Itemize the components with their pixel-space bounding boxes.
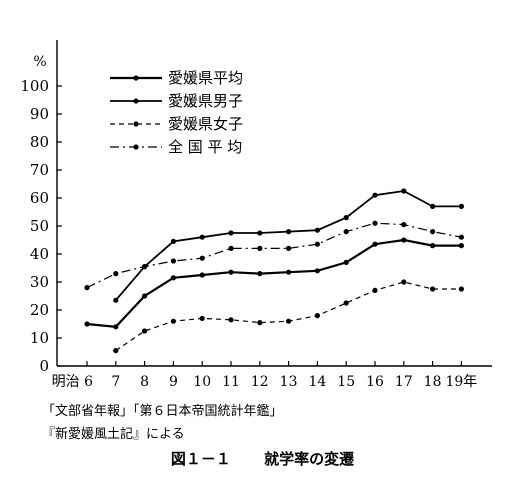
data-point bbox=[343, 229, 349, 235]
data-point bbox=[372, 287, 378, 293]
data-point bbox=[401, 279, 407, 285]
data-point bbox=[286, 229, 292, 235]
line-chart: % 0 10 20 30 40 50 60 70 80 90 100 明治 6 7 8 9 10 11 12 13 14… bbox=[20, 40, 492, 390]
legend-marker bbox=[133, 75, 139, 81]
data-point bbox=[228, 245, 234, 251]
data-point bbox=[458, 243, 464, 249]
x-tick-label: 14 bbox=[308, 374, 326, 390]
y-tick-label: 90 bbox=[30, 105, 49, 123]
data-point bbox=[314, 313, 320, 319]
y-tick-label: 20 bbox=[30, 301, 49, 319]
data-point bbox=[314, 227, 320, 233]
figure-caption: 図１－１ 就学率の変遷 bbox=[0, 448, 525, 469]
legend-label: 全 国 平 均 bbox=[168, 138, 242, 156]
data-point bbox=[84, 285, 90, 291]
data-point bbox=[113, 297, 119, 303]
x-tick-label: 19年 bbox=[445, 374, 477, 390]
legend-marker bbox=[133, 144, 139, 150]
x-tick-label: 10 bbox=[193, 374, 211, 390]
data-point bbox=[430, 203, 436, 209]
data-point bbox=[228, 317, 234, 323]
data-point bbox=[228, 230, 234, 236]
legend-label: 愛媛県平均 bbox=[168, 69, 243, 87]
data-point bbox=[372, 241, 378, 247]
data-point bbox=[372, 192, 378, 198]
data-point bbox=[286, 318, 292, 324]
data-point bbox=[430, 286, 436, 292]
data-point bbox=[170, 275, 176, 281]
y-tick-label: 10 bbox=[30, 329, 49, 347]
x-tick-label: 9 bbox=[169, 374, 178, 390]
data-point bbox=[458, 203, 464, 209]
x-tick-label: 18 bbox=[424, 374, 442, 390]
x-tick-label: 8 bbox=[140, 374, 149, 390]
data-point bbox=[430, 243, 436, 249]
x-tick-label: 15 bbox=[337, 374, 355, 390]
data-point bbox=[257, 245, 263, 251]
x-tick-label: 明治 6 bbox=[52, 374, 93, 390]
data-point bbox=[286, 245, 292, 251]
data-point bbox=[372, 220, 378, 226]
series-line bbox=[86, 222, 462, 289]
x-tick-label: 16 bbox=[366, 374, 384, 390]
data-point bbox=[170, 318, 176, 324]
data-point bbox=[142, 293, 148, 299]
x-tick-label: 11 bbox=[222, 374, 240, 390]
legend-marker bbox=[133, 121, 139, 127]
data-point bbox=[401, 222, 407, 228]
data-point bbox=[343, 300, 349, 306]
data-point bbox=[257, 230, 263, 236]
data-point bbox=[199, 272, 205, 278]
data-point bbox=[286, 269, 292, 275]
data-point bbox=[170, 258, 176, 264]
data-point bbox=[458, 234, 464, 240]
y-tick-label: 50 bbox=[30, 217, 49, 235]
legend-label: 愛媛県男子 bbox=[168, 92, 243, 110]
y-tick-label: 100 bbox=[20, 77, 49, 95]
y-tick-label: 60 bbox=[30, 189, 49, 207]
data-point bbox=[401, 237, 407, 243]
data-point bbox=[113, 271, 119, 277]
data-point bbox=[257, 320, 263, 326]
figure-title: 就学率の変遷 bbox=[264, 450, 355, 468]
data-point bbox=[199, 315, 205, 321]
data-point bbox=[401, 188, 407, 194]
series-line bbox=[86, 238, 462, 328]
series-line bbox=[115, 281, 462, 352]
figure-number: 図１－１ bbox=[170, 450, 231, 468]
data-point bbox=[228, 269, 234, 275]
data-point bbox=[199, 234, 205, 240]
data-point bbox=[314, 241, 320, 247]
data-point bbox=[170, 238, 176, 244]
legend-marker bbox=[133, 98, 139, 104]
data-point bbox=[458, 286, 464, 292]
x-tick-label: 17 bbox=[395, 374, 413, 390]
data-point bbox=[257, 271, 263, 277]
source-note-2: 『新愛媛風土記』による bbox=[42, 427, 185, 442]
data-point bbox=[142, 264, 148, 270]
x-tick-label: 13 bbox=[280, 374, 298, 390]
source-note-1: 「文部省年報」「第６日本帝国統計年鑑」 bbox=[42, 404, 283, 419]
data-point bbox=[113, 324, 119, 330]
y-tick-label: 80 bbox=[30, 133, 49, 151]
y-tick-label: 70 bbox=[30, 161, 49, 179]
data-point bbox=[343, 259, 349, 265]
x-tick-label: 7 bbox=[111, 374, 120, 390]
y-tick-label: 30 bbox=[30, 273, 49, 291]
legend-label: 愛媛県女子 bbox=[168, 115, 243, 133]
data-point bbox=[199, 255, 205, 261]
data-point bbox=[142, 328, 148, 334]
y-tick-label: 0 bbox=[39, 357, 49, 375]
y-tick-label: 40 bbox=[30, 245, 49, 263]
data-point bbox=[113, 348, 119, 354]
y-unit-label: % bbox=[33, 54, 46, 70]
x-tick-label: 12 bbox=[251, 374, 269, 390]
data-point bbox=[343, 215, 349, 221]
data-point bbox=[314, 268, 320, 274]
data-point bbox=[84, 321, 90, 327]
data-point bbox=[430, 229, 436, 235]
